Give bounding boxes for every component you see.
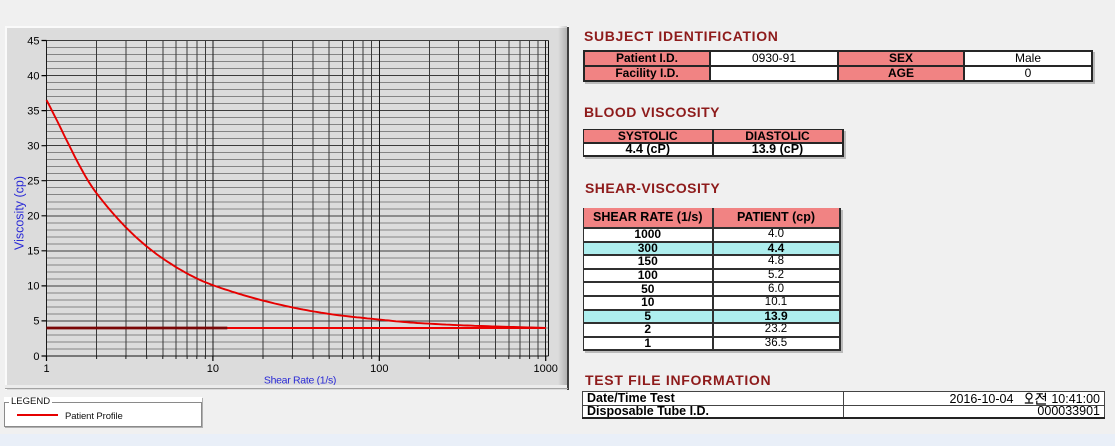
svg-text:35: 35 (27, 105, 39, 117)
svg-text:45: 45 (27, 35, 39, 47)
svg-text:20: 20 (27, 211, 39, 223)
svg-text:1: 1 (43, 363, 49, 375)
svg-text:Viscosity (cp): Viscosity (cp) (13, 176, 27, 250)
svg-text:Patient Profile: Patient Profile (65, 411, 123, 422)
svg-text:100: 100 (370, 363, 388, 375)
svg-text:25: 25 (27, 176, 39, 188)
svg-text:30: 30 (27, 141, 39, 153)
svg-text:40: 40 (27, 70, 39, 82)
svg-text:5: 5 (33, 316, 39, 328)
svg-text:Shear Rate (1/s): Shear Rate (1/s) (264, 375, 336, 387)
svg-text:1000: 1000 (533, 363, 557, 375)
svg-text:10: 10 (207, 363, 219, 375)
svg-text:10: 10 (27, 281, 39, 293)
svg-text:15: 15 (27, 246, 39, 258)
svg-text:0: 0 (33, 351, 39, 363)
